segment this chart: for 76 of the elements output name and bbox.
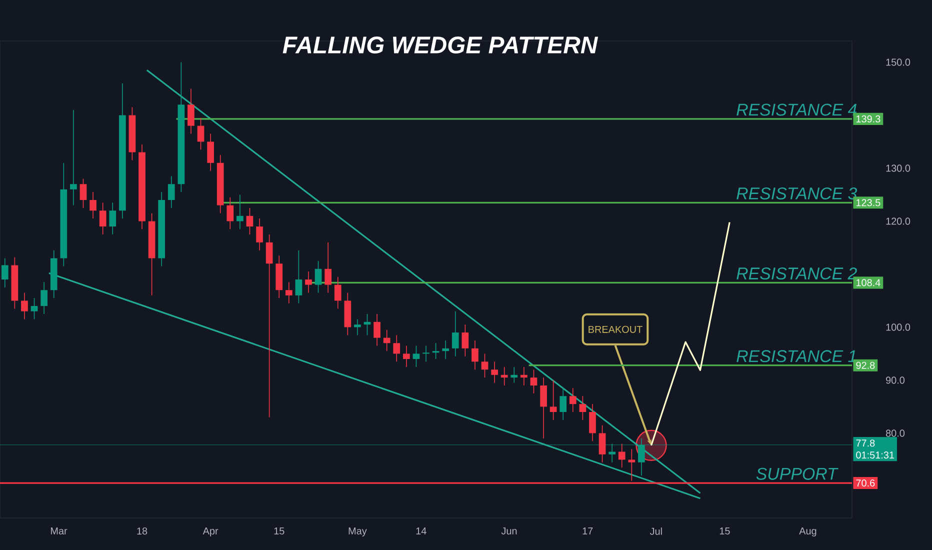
x-tick-label: 17 xyxy=(582,528,593,534)
candlestick xyxy=(246,208,254,235)
candlestick xyxy=(188,88,194,134)
candlestick xyxy=(569,388,576,412)
candlestick xyxy=(412,345,420,368)
candlestick xyxy=(295,250,302,304)
candlestick xyxy=(236,194,244,230)
y-tick-label: 90.0 xyxy=(886,376,905,384)
chart-title: FALLING WEDGE PATTERN xyxy=(282,36,598,54)
candlestick xyxy=(314,260,322,294)
y-tick-label: 80.0 xyxy=(886,430,905,437)
candlestick xyxy=(510,366,518,384)
candlestick xyxy=(402,345,410,368)
candlestick xyxy=(226,196,234,230)
candlestick xyxy=(560,388,567,420)
x-tick-label: 15 xyxy=(274,528,284,534)
candlestick xyxy=(80,178,87,208)
y-tick-label: 130.0 xyxy=(886,164,910,172)
x-tick-label: Jul xyxy=(650,528,662,535)
y-tick-label: 120.0 xyxy=(886,218,910,225)
x-tick-label: 14 xyxy=(416,528,426,534)
y-tick-label: 100.0 xyxy=(886,324,910,331)
candlestick xyxy=(374,314,380,346)
candlestick xyxy=(30,298,38,320)
candlestick xyxy=(354,318,361,336)
candlestick xyxy=(285,282,292,304)
text: 01:51:31 xyxy=(856,452,894,459)
candlestick xyxy=(109,202,116,235)
candlestick xyxy=(422,345,430,362)
candlestick xyxy=(540,377,547,439)
candlestick xyxy=(197,117,204,150)
candlestick xyxy=(589,404,596,442)
candlestick xyxy=(452,310,459,357)
x-tick-label: Apr xyxy=(202,528,218,536)
candlestick xyxy=(324,242,332,294)
candlestick xyxy=(618,443,626,468)
ref-line-label: 77.8 xyxy=(856,440,875,447)
annotation: BREAKOUT xyxy=(588,326,642,333)
x-tick-label: 18 xyxy=(137,528,148,535)
x-tick-label: Mar xyxy=(50,528,68,534)
candlestick xyxy=(442,340,450,360)
data-label: 70.6 xyxy=(856,479,875,487)
x-tick-label: May xyxy=(348,528,367,536)
candlestick xyxy=(207,133,214,172)
candlestick xyxy=(334,276,342,310)
candlestick xyxy=(472,340,478,370)
candlestick xyxy=(500,366,508,386)
candlestick xyxy=(598,424,606,463)
x-tick-label: Aug xyxy=(799,528,816,536)
candlestick xyxy=(256,218,263,251)
candlestick xyxy=(99,202,106,235)
candlestick xyxy=(40,282,48,314)
candlestick xyxy=(491,361,498,384)
candlestick xyxy=(168,176,175,208)
candlestick xyxy=(481,353,488,378)
candlestick xyxy=(520,366,528,386)
data-label: 139.3 xyxy=(856,115,880,122)
candlestick xyxy=(21,292,28,320)
candlestick xyxy=(383,329,390,352)
x-tick-label: 15 xyxy=(720,528,730,534)
data-label: 108.4 xyxy=(856,279,880,286)
x-tick-label: Jun xyxy=(501,528,517,534)
candlestick xyxy=(550,380,557,420)
legend-label: SUPPORT xyxy=(756,468,838,480)
candlestick xyxy=(1,258,8,288)
candlestick xyxy=(70,110,77,206)
candlestick xyxy=(305,271,312,294)
candlestick xyxy=(530,369,538,394)
y-tick-label: 150.0 xyxy=(886,58,910,66)
data-label: 92.8 xyxy=(856,362,875,369)
data-label: 123.5 xyxy=(856,199,880,206)
candlestick xyxy=(90,192,96,219)
candlestick xyxy=(579,396,586,420)
candlestick xyxy=(462,324,469,357)
candlestick xyxy=(393,334,400,362)
candlestick xyxy=(266,234,273,418)
